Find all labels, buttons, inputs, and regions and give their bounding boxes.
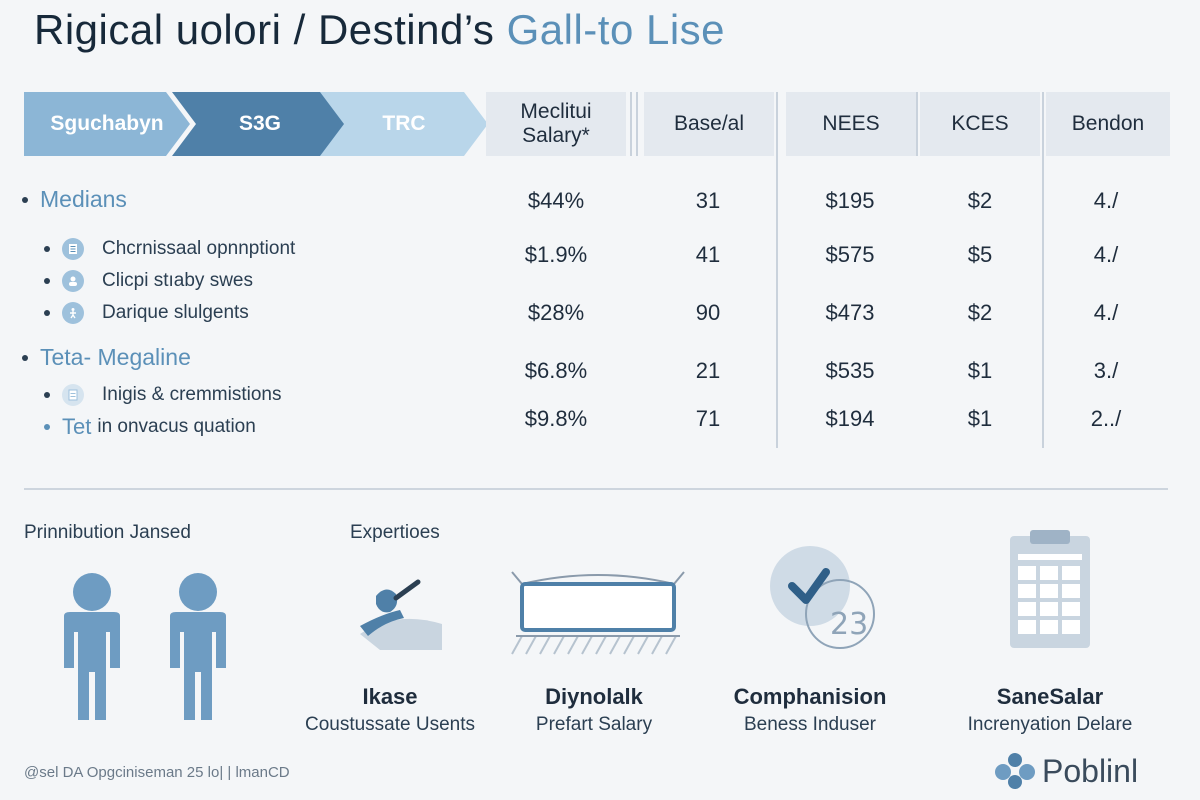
step-1-label: Sguchabyn (50, 112, 164, 135)
table-cell: $5 (967, 242, 993, 267)
table-cell: $575 (825, 242, 875, 267)
bullet-icon (44, 278, 50, 284)
table-cell: $1 (967, 406, 993, 431)
table-cell: $194 (825, 406, 875, 431)
list-item-tet: Tet in onvacus quation (44, 414, 256, 440)
card-subtitle: Prefart Salary (535, 714, 653, 735)
table-cell: $1 (967, 358, 993, 383)
list-item-label: in onvacus quation (97, 416, 256, 437)
table-cell: $28% (527, 300, 585, 325)
list-item-label: Darique slulgents (102, 302, 249, 323)
title-main: Rigical uolori / Destind’s (34, 6, 495, 53)
table-cell: 41 (695, 242, 721, 267)
list-group-medians: Medians (22, 186, 127, 213)
step-3-label: TRC (382, 112, 426, 135)
bullet-icon (22, 354, 28, 361)
card-title: Comphanision (733, 684, 887, 709)
table-cell: $195 (825, 188, 875, 213)
person-icon (62, 270, 84, 292)
step-1[interactable]: Sguchabyn (24, 92, 190, 156)
step-2[interactable]: S3G (172, 92, 348, 156)
checkmark-icon: 23 (770, 546, 875, 649)
list-item: Inigis & cremmistions (44, 384, 282, 406)
people-icon (64, 573, 226, 720)
brand-name: Poblinl (1042, 752, 1139, 789)
bullet-icon (44, 310, 50, 316)
card-title: SaneSalar (996, 684, 1104, 709)
section-divider (24, 488, 1168, 490)
table-cell: 90 (695, 300, 721, 325)
table-cell: 3./ (1093, 358, 1119, 383)
list-item: Clicpi stıaby swes (44, 270, 253, 292)
step-3[interactable]: TRC (320, 92, 488, 156)
list-item-label: Clicpi stıaby swes (102, 270, 253, 291)
group-label: Medians (40, 186, 127, 212)
column-divider (636, 92, 638, 156)
table-cell: $44% (527, 188, 585, 213)
clipboard-icon (1010, 530, 1090, 648)
step-chevrons: Sguchabyn S3G TRC (24, 92, 464, 156)
document-icon (62, 384, 84, 406)
column-header-base: Base/al (644, 92, 774, 156)
column-divider (776, 92, 778, 448)
step-2-label: S3G (238, 112, 282, 135)
list-item: Darique slulgents (44, 302, 249, 324)
brand-logo: Poblinl (994, 752, 1138, 790)
table-cell: $6.8% (524, 358, 588, 383)
list-group-teta: Teta- Megaline (22, 344, 191, 371)
bullet-icon (44, 392, 50, 398)
card-subtitle: Increnyation Delare (967, 714, 1133, 735)
table-cell: 4./ (1093, 300, 1119, 325)
table-cell: 4./ (1093, 188, 1119, 213)
table-cell: 21 (695, 358, 721, 383)
column-header-kces: KCES (920, 92, 1040, 156)
list-item-prefix: Tet (62, 414, 92, 439)
svg-text:23: 23 (830, 607, 868, 642)
banner-icon (511, 571, 685, 655)
brand-icon (995, 753, 1035, 789)
list-item-label: Inigis & cremmistions (102, 384, 282, 405)
table-cell: $535 (825, 358, 875, 383)
column-header-base-label: Base/al (673, 111, 745, 135)
column-divider (630, 92, 632, 156)
column-header-salary: Meclitui Salary* (486, 92, 626, 156)
table-cell: 31 (695, 188, 721, 213)
table-cell: $473 (825, 300, 875, 325)
table-cell: $9.8% (524, 406, 588, 431)
section-title-left: Prinnibution Jansed (24, 522, 191, 543)
column-header-bendon-label: Bendon (1071, 111, 1145, 135)
document-icon (62, 238, 84, 260)
column-divider (916, 92, 918, 156)
list-item: Chcrnissaal opnnptiont (44, 238, 295, 260)
bullet-icon (44, 424, 50, 430)
title-accent: Gall-to Lise (506, 6, 726, 53)
table-cell: $2 (967, 300, 993, 325)
column-divider (1042, 92, 1044, 448)
column-header-nees-label: NEES (822, 111, 880, 135)
list-item-label: Chcrnissaal opnnptiont (102, 238, 296, 259)
arm-icon (360, 579, 442, 650)
table-cell: $1.9% (524, 242, 588, 267)
table-cell: $2 (967, 188, 993, 213)
table-cell: 2../ (1090, 406, 1122, 431)
card-subtitle: Beness Induser (743, 714, 877, 735)
card-title: Ikase (362, 684, 418, 709)
table-cell: 71 (695, 406, 721, 431)
section-title-right: Expertioes (350, 522, 440, 543)
footer-text: @sel DA Opgcinisemаn 25 lo| | lmanCD (24, 764, 290, 781)
bullet-icon (44, 246, 50, 252)
group-label: Teta- Megaline (40, 344, 191, 370)
page-title: Rigical uolori / Destind’s Gall-to Lise (34, 6, 725, 54)
column-header-bendon: Bendon (1046, 92, 1170, 156)
column-header-kces-label: KCES (951, 111, 1009, 135)
table-cell: 4./ (1093, 242, 1119, 267)
figure-icon (62, 302, 84, 324)
bullet-icon (22, 196, 28, 203)
card-subtitle: Coustussate Usents (304, 714, 476, 735)
column-header-nees: NEES (786, 92, 916, 156)
card-title: Diynolalk (545, 684, 643, 709)
column-header-salary-label: Meclitui Salary* (520, 99, 592, 147)
